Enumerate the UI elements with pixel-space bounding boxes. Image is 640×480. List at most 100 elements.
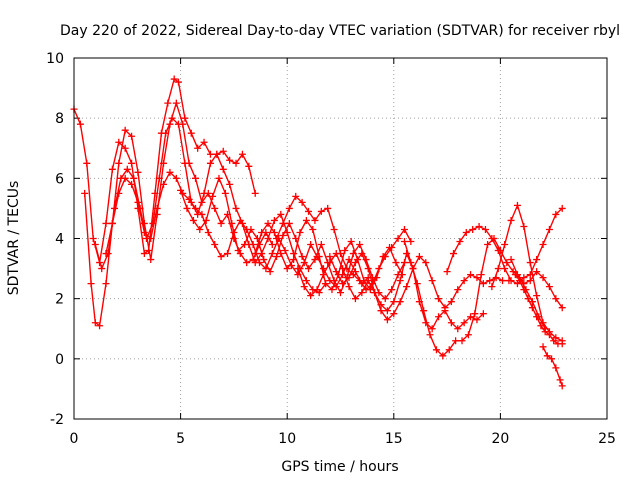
data-point — [432, 346, 440, 354]
data-point — [377, 307, 385, 315]
data-point — [166, 168, 174, 176]
data-point — [388, 244, 396, 252]
data-point — [134, 198, 142, 206]
data-point — [494, 265, 502, 273]
data-point — [307, 241, 315, 249]
data-point — [539, 274, 547, 282]
data-point — [243, 259, 251, 267]
data-point — [241, 241, 249, 249]
data-point — [526, 259, 534, 267]
data-point — [454, 286, 462, 294]
data-point — [394, 235, 402, 242]
data-point — [520, 274, 528, 282]
data-point — [392, 259, 400, 267]
data-point — [200, 189, 208, 197]
data-point — [128, 180, 136, 188]
data-point — [513, 201, 521, 209]
data-point — [507, 277, 515, 285]
data-point — [181, 114, 189, 122]
x-tick-labels: 0 5 10 15 20 25 — [70, 431, 616, 447]
data-point — [435, 295, 443, 303]
data-point — [313, 286, 321, 294]
data-point — [558, 304, 566, 312]
data-point — [155, 174, 163, 182]
data-point — [477, 271, 485, 279]
data-point — [128, 159, 136, 167]
data-point — [258, 228, 266, 236]
data-point — [290, 250, 298, 258]
data-point — [407, 259, 415, 267]
data-point — [552, 210, 560, 218]
data-point — [375, 265, 383, 273]
data-point — [268, 241, 276, 249]
data-point — [415, 253, 423, 261]
data-point — [96, 322, 104, 330]
data-point — [298, 253, 306, 261]
data-point — [345, 283, 353, 291]
data-point — [76, 120, 84, 128]
data-point — [147, 256, 155, 264]
data-point — [217, 219, 225, 227]
data-point — [224, 250, 232, 258]
plot-frame — [73, 57, 608, 420]
data-point — [268, 250, 276, 258]
data-point — [211, 241, 219, 249]
data-point — [447, 298, 455, 306]
data-point — [128, 132, 136, 140]
series-trace — [73, 78, 256, 264]
data-point — [317, 207, 325, 215]
data-point — [87, 280, 95, 288]
data-point — [460, 277, 468, 285]
data-point — [460, 319, 468, 327]
series-trace — [297, 252, 484, 330]
data-point — [285, 204, 293, 212]
data-point — [172, 174, 180, 182]
plot-series — [70, 75, 566, 390]
data-point — [255, 259, 263, 267]
data-point — [454, 325, 462, 333]
data-point — [539, 241, 547, 249]
data-point — [311, 216, 319, 224]
data-point — [473, 274, 481, 282]
data-point — [102, 219, 110, 227]
data-point — [108, 165, 116, 173]
data-point — [558, 382, 566, 390]
series-trace — [254, 219, 403, 291]
data-point — [317, 241, 325, 249]
data-point — [552, 295, 560, 303]
data-point — [249, 241, 257, 249]
data-point — [134, 168, 142, 176]
data-point — [219, 147, 227, 155]
data-point — [209, 192, 217, 200]
data-point — [264, 219, 272, 227]
y-tick-label: 10 — [46, 51, 64, 67]
data-point — [413, 280, 421, 288]
data-point — [121, 126, 129, 134]
data-point — [221, 189, 229, 197]
data-point — [479, 310, 487, 318]
data-point — [449, 250, 457, 258]
data-point — [443, 268, 451, 276]
data-point — [533, 256, 541, 264]
data-point — [396, 298, 404, 306]
data-point — [130, 174, 138, 182]
data-point — [273, 253, 281, 261]
grid-lines — [74, 58, 607, 419]
data-point — [153, 204, 161, 212]
data-point — [270, 216, 278, 224]
data-point — [420, 307, 428, 315]
data-point — [422, 259, 430, 267]
data-point — [177, 186, 185, 194]
data-point — [469, 225, 477, 233]
data-point — [81, 189, 89, 197]
data-point — [140, 250, 148, 258]
data-point — [270, 228, 278, 236]
data-point — [473, 316, 481, 324]
x-tick-label: 20 — [491, 431, 509, 447]
data-point — [279, 231, 287, 239]
data-point — [300, 283, 308, 291]
data-point — [162, 129, 170, 137]
data-point — [91, 241, 99, 249]
data-point — [302, 216, 310, 224]
